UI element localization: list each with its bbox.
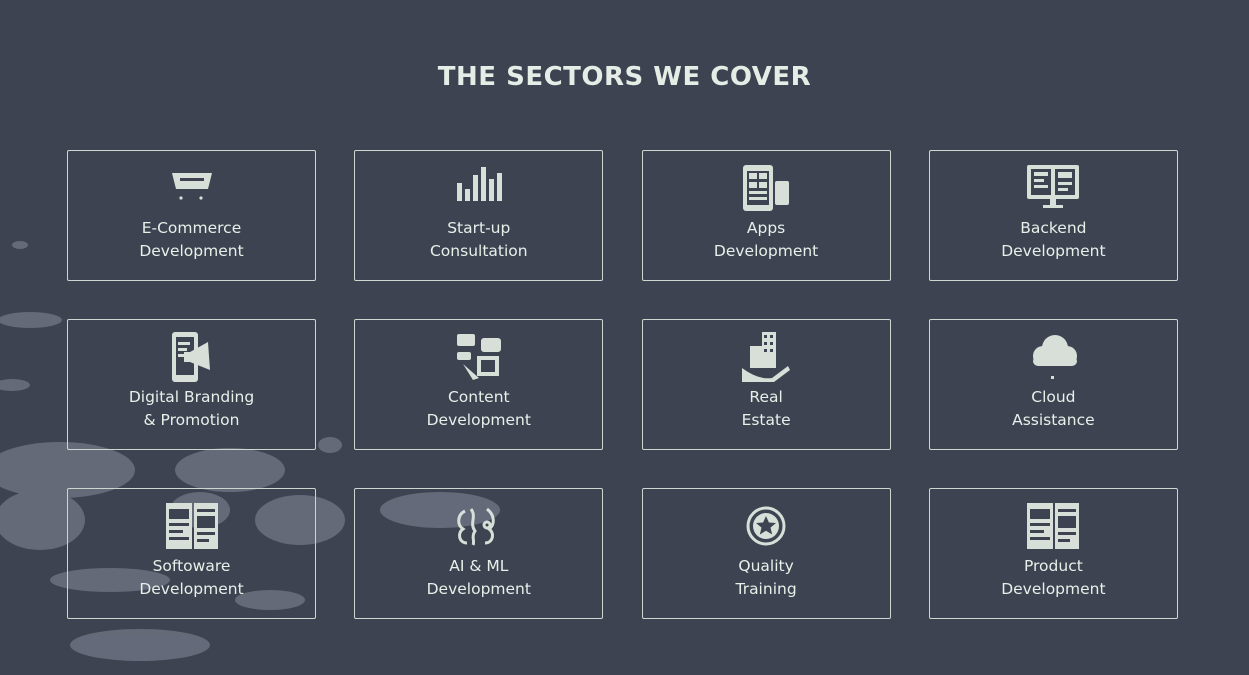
building-hand-icon xyxy=(738,332,794,382)
sector-title-line2: & Promotion xyxy=(143,411,240,429)
megaphone-phone-icon xyxy=(164,332,220,382)
sector-title-line2: Development xyxy=(713,242,819,260)
sector-title-line1: Content xyxy=(447,388,510,406)
sector-title-line2: Consultation xyxy=(429,242,528,260)
content-writing-icon xyxy=(451,332,507,382)
sector-title-line1: Backend xyxy=(1020,219,1087,237)
sector-title-line2: Development xyxy=(426,411,531,429)
sector-title-line2: Development xyxy=(139,242,244,260)
ai-brain-icon xyxy=(451,501,507,551)
software-window-icon xyxy=(164,501,220,551)
sector-title-line1: Apps xyxy=(746,219,786,237)
sector-card-backend[interactable]: Backend Development xyxy=(928,150,1178,281)
sector-title-line2: Development xyxy=(426,580,531,598)
sector-title-line2: Assistance xyxy=(1012,411,1095,429)
sector-title-line1: AI & ML xyxy=(449,557,509,575)
sector-card-software[interactable]: Softoware Development xyxy=(67,488,316,619)
sector-title-line1: Start-up xyxy=(447,219,511,237)
sector-title-line1: Quality xyxy=(738,557,794,575)
sector-card-apps[interactable]: Apps Development xyxy=(641,150,891,281)
ecommerce-cart-icon xyxy=(164,163,220,213)
sector-title-line2: Development xyxy=(1001,580,1106,598)
sector-card-startup[interactable]: Start-up Consultation xyxy=(354,150,604,281)
sector-title-line1: Product xyxy=(1023,557,1083,575)
sector-title-line1: E-Commerce xyxy=(141,219,242,237)
monitor-code-icon xyxy=(1025,163,1081,213)
section-title: THE SECTORS WE COVER xyxy=(437,62,812,92)
sector-card-real-estate[interactable]: Real Estate xyxy=(641,319,891,450)
bar-chart-icon xyxy=(451,163,507,213)
sector-title-line1: Softoware xyxy=(152,557,231,575)
sector-card-quality[interactable]: Quality Training xyxy=(641,488,891,619)
sector-title-line2: Estate xyxy=(741,411,791,429)
sector-card-content[interactable]: Content Development xyxy=(354,319,604,450)
sector-title-line2: Development xyxy=(1001,242,1106,260)
sector-title-line1: Real xyxy=(749,388,783,406)
cloud-icon xyxy=(1025,332,1081,382)
sector-card-digital-branding[interactable]: Digital Branding & Promotion xyxy=(67,319,316,450)
sectors-grid: E-Commerce Development Start-up Consulta… xyxy=(67,150,1178,619)
sector-title-line2: Development xyxy=(139,580,244,598)
sector-title-line2: Training xyxy=(735,580,797,598)
sector-card-ai-ml[interactable]: AI & ML Development xyxy=(354,488,604,619)
sector-card-product[interactable]: Product Development xyxy=(928,488,1178,619)
mobile-app-icon xyxy=(738,163,794,213)
sector-title-line1: Cloud xyxy=(1031,388,1076,406)
star-badge-icon xyxy=(738,501,794,551)
sector-card-ecommerce[interactable]: E-Commerce Development xyxy=(67,150,316,281)
product-window-icon xyxy=(1025,501,1081,551)
sector-title-line1: Digital Branding xyxy=(128,388,255,406)
sector-card-cloud[interactable]: Cloud Assistance xyxy=(928,319,1178,450)
